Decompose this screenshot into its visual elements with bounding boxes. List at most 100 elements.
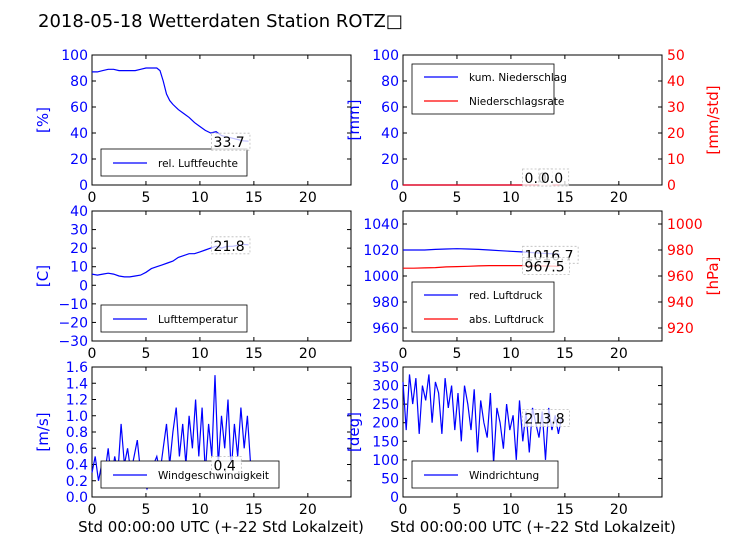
y-axis-label: [%] (34, 107, 52, 133)
x-tick-label: 0 (399, 190, 408, 206)
x-tick-label: 5 (141, 346, 150, 362)
x-axis-label-right: Std 00:00:00 UTC (+-22 Std Lokalzeit) (390, 518, 676, 536)
x-tick-label: 10 (191, 190, 209, 206)
y-tick-label: 60 (381, 100, 399, 116)
y-tick-label-right: 30 (667, 100, 685, 116)
x-tick-label: 10 (191, 502, 209, 518)
x-tick-label: 15 (556, 346, 574, 362)
x-tick-label: 10 (502, 502, 520, 518)
x-tick-label: 15 (556, 502, 574, 518)
x-tick-label: 0 (88, 190, 97, 206)
y-axis-label: [m/s] (34, 412, 52, 451)
y-tick-label: 0 (390, 178, 399, 194)
x-tick-label: 10 (502, 346, 520, 362)
x-tick-label: 5 (452, 502, 461, 518)
x-tick-label: 15 (245, 346, 263, 362)
y-tick-label: 100 (372, 48, 399, 64)
y-tick-label: 60 (70, 100, 88, 116)
x-tick-label: 5 (452, 346, 461, 362)
value-annotation-box (522, 409, 570, 427)
panel-pressure: 0 5 10 15 20 960 980 1000 1020 1040 920 940 960 980 10… (363, 210, 722, 362)
y-axis-label-right: [mm/std] (704, 85, 722, 154)
value-annotation: 0.0 (541, 171, 563, 187)
panel-temperature: 0 5 10 15 20 −30 −20 −10 0 10 20 30 40 [C] Lufttempera… (34, 204, 352, 362)
figure-title-text: 2018-05-18 Wetterdaten Station ROTZ (38, 11, 386, 32)
y-tick-label: 10 (70, 260, 88, 276)
legend-label: red. Luftdruck (469, 290, 543, 302)
y-tick-label-right: 980 (667, 243, 694, 259)
y-tick-label: 80 (70, 74, 88, 90)
x-tick-label: 20 (610, 346, 628, 362)
y-tick-label: −30 (58, 334, 88, 350)
y-tick-label-right: 10 (667, 152, 685, 168)
x-axis-label-left: Std 00:00:00 UTC (+-22 Std Lokalzeit) (78, 518, 364, 536)
value-annotation: 33.7 (214, 135, 245, 151)
value-annotation-box (538, 168, 570, 187)
y-tick-label-right: 40 (667, 74, 685, 90)
x-tick-label: 0 (88, 502, 97, 518)
y-tick-label: 1000 (363, 269, 399, 285)
y-tick-label: 0.6 (66, 441, 88, 457)
x-tick-label: 10 (191, 346, 209, 362)
y-tick-label: 960 (372, 321, 399, 337)
legend-label: Windrichtung (469, 470, 539, 482)
value-annotation: 21.8 (214, 239, 245, 255)
y-tick-label: 0 (79, 178, 88, 194)
y-tick-label: 0 (390, 490, 399, 506)
y-tick-label: 0.8 (66, 425, 88, 441)
y-tick-label: 50 (381, 471, 399, 487)
figure-title-glyph: □ (386, 11, 403, 32)
legend-label: rel. Luftfeuchte (158, 158, 238, 170)
y-tick-label: 20 (381, 152, 399, 168)
y-tick-label: 100 (61, 48, 88, 64)
y-tick-label: 250 (372, 397, 399, 413)
y-tick-label: 200 (372, 416, 399, 432)
y-tick-label: 0.2 (66, 474, 88, 490)
y-tick-label: 1.6 (66, 360, 88, 376)
legend-box (411, 281, 555, 333)
y-tick-label: 0 (79, 278, 88, 294)
y-tick-label-right: 1000 (667, 217, 703, 233)
x-tick-label: 20 (610, 190, 628, 206)
value-annotation-box (211, 236, 251, 255)
legend-box (100, 148, 248, 177)
y-tick-label: 0.0 (66, 490, 88, 506)
x-tick-label: 5 (141, 502, 150, 518)
y-tick-label: 40 (70, 126, 88, 142)
y-tick-label: 30 (70, 223, 88, 239)
x-tick-label: 15 (556, 190, 574, 206)
y-tick-label-right: 20 (667, 126, 685, 142)
value-annotation-box (211, 456, 242, 474)
panel-humidity: 0 5 10 15 20 0 20 40 60 80 100 [%] rel. Luftfeuchte 3… (34, 48, 352, 206)
legend-label: kum. Niederschlag (469, 72, 567, 84)
y-tick-label: 150 (372, 434, 399, 450)
value-annotation-box (522, 257, 570, 276)
panel-precipitation: 0 5 10 15 20 0 20 40 60 80 100 0 10 20 30 40 50 [mm] [mm/s… (345, 48, 722, 206)
x-tick-label: 20 (299, 190, 317, 206)
y-tick-label: 350 (372, 360, 399, 376)
y-tick-label: 20 (70, 241, 88, 257)
y-tick-label: 1.4 (66, 376, 88, 392)
x-tick-label: 15 (245, 502, 263, 518)
y-axis-label: [deg] (345, 412, 363, 452)
value-annotation-box (211, 132, 251, 151)
y-tick-label: 40 (381, 126, 399, 142)
x-tick-label: 10 (502, 190, 520, 206)
y-axis-label: [mm] (345, 100, 363, 141)
y-axis-label-right: [hPa] (704, 257, 722, 296)
y-tick-label: 1040 (363, 217, 399, 233)
y-tick-label-right: 0 (667, 178, 676, 194)
x-tick-label: 20 (610, 502, 628, 518)
x-tick-label: 20 (299, 502, 317, 518)
x-tick-label: 15 (245, 190, 263, 206)
y-tick-label: 80 (381, 74, 399, 90)
legend-label: Lufttemperatur (158, 314, 238, 326)
value-annotation: 213.8 (525, 412, 565, 428)
y-tick-label: 1.2 (66, 393, 88, 409)
y-tick-label: 0.4 (66, 458, 88, 474)
y-tick-label: 1.0 (66, 409, 88, 425)
x-tick-label: 5 (452, 190, 461, 206)
value-annotation: 967.5 (525, 260, 565, 276)
